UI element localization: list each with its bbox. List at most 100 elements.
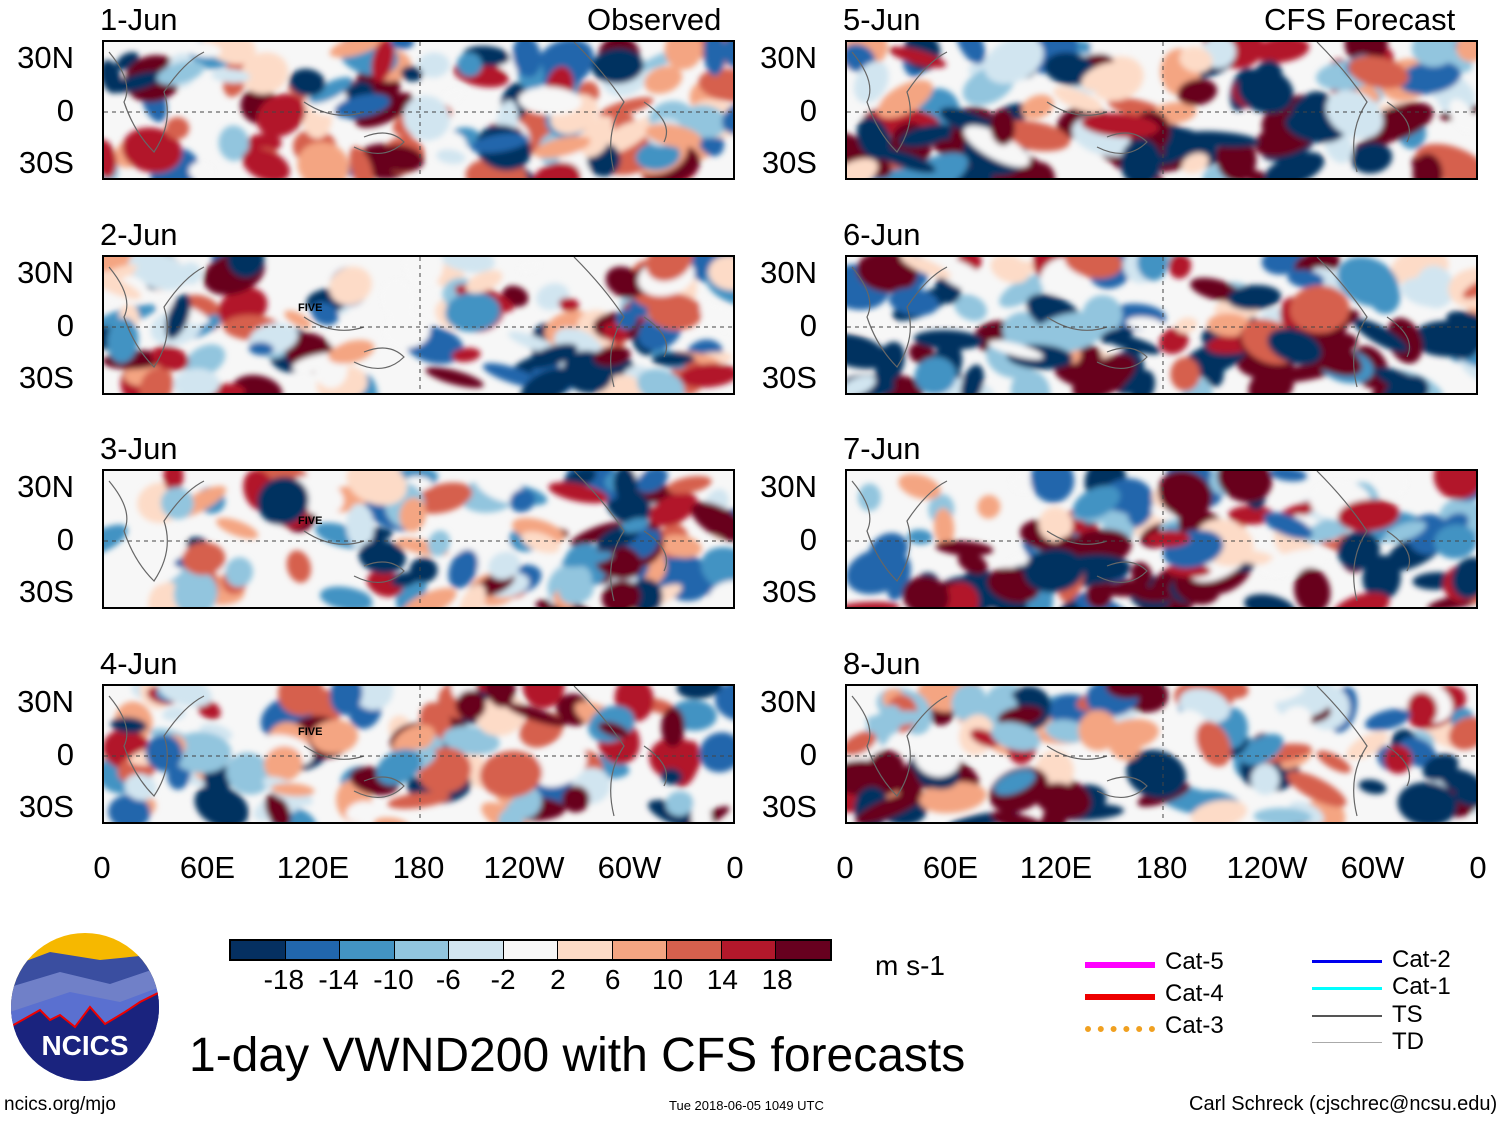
coastline — [1046, 745, 1148, 798]
wind-anomaly-blob — [1105, 686, 1151, 699]
wind-anomaly-blob — [104, 139, 117, 178]
colorbar-swatch — [776, 941, 831, 959]
wind-anomaly-blob — [108, 794, 151, 822]
wind-anomaly-blob — [721, 101, 733, 135]
wind-anomaly-blob — [1180, 131, 1260, 148]
y-tick-label: 30N — [17, 684, 74, 719]
legend-line-ts — [1312, 1015, 1382, 1017]
wind-anomaly-blob — [700, 303, 733, 334]
storm-label: FIVE — [298, 302, 323, 314]
wind-anomaly-blob — [960, 364, 984, 393]
wind-anomaly-blob — [677, 567, 711, 598]
wind-anomaly-blob — [898, 123, 953, 148]
wind-anomaly-blob — [435, 257, 495, 273]
wind-anomaly-blob — [1227, 284, 1282, 311]
wind-anomaly-blob — [1358, 779, 1387, 795]
timestamp: Tue 2018-06-05 1049 UTC — [669, 1098, 824, 1113]
wind-anomaly-blob — [1145, 530, 1191, 548]
coastline — [303, 745, 405, 798]
wind-anomaly-blob — [128, 257, 188, 291]
wind-anomaly-blob — [698, 68, 733, 102]
map-panel — [845, 684, 1478, 824]
wind-anomaly-blob — [498, 807, 524, 822]
x-tick-label: 60E — [922, 850, 979, 885]
wind-anomaly-blob — [346, 503, 375, 549]
x-tick-label: 60W — [597, 850, 662, 885]
wind-anomaly-blob — [145, 734, 183, 772]
wind-anomaly-blob — [597, 721, 629, 738]
wind-anomaly-blob — [1177, 78, 1218, 106]
wind-anomaly-blob — [708, 257, 733, 291]
wind-anomaly-blob — [1081, 61, 1132, 91]
wind-anomaly-blob — [1411, 42, 1456, 67]
wind-anomaly-blob — [679, 363, 733, 388]
wind-anomaly-blob — [1407, 691, 1438, 726]
colorbar-tick-label: 2 — [550, 964, 566, 995]
wind-anomaly-blob — [271, 783, 315, 797]
wind-anomaly-blob — [1207, 313, 1252, 337]
panel-date: 6-Jun — [843, 217, 921, 252]
storm-label: FIVE — [298, 726, 323, 738]
wind-anomaly-blob — [162, 706, 186, 721]
wind-anomaly-blob — [163, 471, 184, 492]
wind-anomaly-blob — [875, 341, 905, 384]
legend-label: TS — [1392, 1001, 1423, 1028]
wind-anomaly-blob — [1168, 257, 1192, 279]
wind-anomaly-blob — [310, 719, 359, 754]
wind-anomaly-blob — [1415, 265, 1455, 309]
wind-anomaly-blob — [1325, 90, 1384, 139]
wind-anomaly-blob — [194, 784, 249, 822]
website-link[interactable]: ncics.org/mjo — [4, 1094, 116, 1115]
map-panel — [102, 684, 735, 824]
wind-anomaly-blob — [988, 340, 1044, 360]
wind-anomaly-blob — [990, 257, 1030, 284]
x-tick-label: 0 — [1469, 850, 1487, 885]
wind-anomaly-blob — [605, 266, 645, 299]
coastline — [1316, 257, 1411, 388]
wind-anomaly-blob — [417, 52, 450, 78]
legend-label: Cat-1 — [1392, 973, 1451, 1000]
wind-anomaly-blob — [226, 752, 272, 795]
wind-anomaly-blob — [355, 92, 414, 128]
y-tick-label: 30N — [17, 255, 74, 290]
y-tick-label: 30N — [760, 40, 817, 75]
x-tick-label: 60E — [179, 850, 236, 885]
y-tick-label: 0 — [56, 93, 74, 128]
wind-anomaly-blob — [1010, 369, 1051, 393]
wind-anomaly-blob — [847, 601, 901, 607]
y-tick-label: 0 — [56, 522, 74, 557]
coastline — [851, 695, 948, 797]
wind-anomaly-blob — [599, 97, 654, 118]
legend-label: Cat-2 — [1392, 946, 1451, 973]
wind-anomaly-blob — [1170, 357, 1201, 392]
wind-anomaly-blob — [349, 146, 374, 178]
y-tick-label: 0 — [56, 308, 74, 343]
wind-anomaly-blob — [442, 726, 500, 755]
wind-anomaly-blob — [935, 540, 994, 556]
wind-anomaly-blob — [664, 42, 703, 70]
wind-anomaly-blob — [518, 86, 582, 116]
wind-anomaly-blob — [413, 482, 473, 514]
panel-date: 5-Jun — [843, 2, 921, 37]
wind-anomaly-blob — [458, 584, 486, 607]
wind-anomaly-blob — [227, 257, 265, 278]
coastline — [573, 471, 668, 602]
panel-date: 1-Jun — [100, 2, 178, 37]
wind-anomaly-blob — [957, 551, 988, 575]
wind-anomaly-blob — [659, 534, 702, 558]
wind-anomaly-blob — [1008, 475, 1035, 493]
legend-line-cat-5 — [1085, 962, 1155, 968]
map-panel — [102, 255, 735, 395]
y-tick-label: 30S — [761, 145, 817, 180]
wind-anomaly-blob — [308, 77, 353, 104]
wind-anomaly-blob — [1348, 55, 1409, 89]
wind-anomaly-blob — [645, 123, 702, 148]
wind-anomaly-blob — [1316, 750, 1351, 773]
coastline — [1316, 686, 1411, 817]
wind-anomaly-blob — [517, 258, 542, 274]
wind-anomaly-blob — [1289, 285, 1350, 334]
wind-anomaly-blob — [124, 773, 157, 801]
wind-anomaly-blob — [383, 313, 431, 349]
wind-anomaly-blob — [847, 375, 876, 393]
